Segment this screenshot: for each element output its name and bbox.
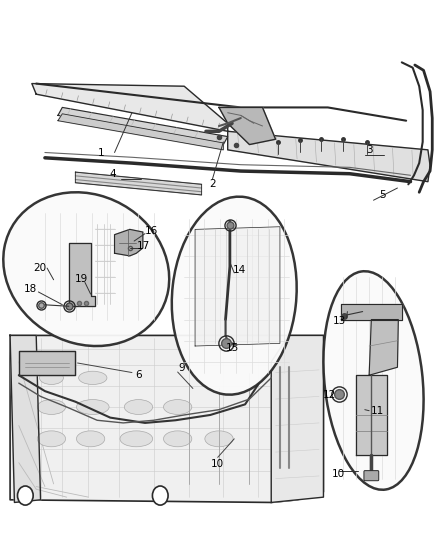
Polygon shape bbox=[356, 375, 387, 455]
Ellipse shape bbox=[120, 431, 152, 447]
Ellipse shape bbox=[77, 400, 109, 415]
Text: 15: 15 bbox=[226, 343, 239, 353]
Ellipse shape bbox=[205, 431, 233, 447]
Polygon shape bbox=[271, 335, 323, 503]
Ellipse shape bbox=[124, 400, 152, 415]
Ellipse shape bbox=[37, 400, 66, 415]
Text: 3: 3 bbox=[366, 145, 372, 155]
Text: 12: 12 bbox=[323, 390, 336, 400]
Text: 19: 19 bbox=[75, 273, 88, 284]
Text: 13: 13 bbox=[333, 316, 346, 326]
Text: 1: 1 bbox=[98, 148, 105, 158]
Text: 6: 6 bbox=[135, 370, 142, 379]
Polygon shape bbox=[369, 319, 398, 375]
Text: 18: 18 bbox=[24, 284, 37, 294]
Ellipse shape bbox=[77, 431, 105, 447]
Polygon shape bbox=[195, 227, 280, 346]
Text: 5: 5 bbox=[379, 190, 385, 200]
Ellipse shape bbox=[37, 431, 66, 447]
Text: 2: 2 bbox=[209, 179, 216, 189]
Ellipse shape bbox=[163, 431, 192, 447]
Ellipse shape bbox=[39, 371, 64, 384]
Ellipse shape bbox=[323, 271, 424, 490]
Polygon shape bbox=[19, 351, 75, 375]
Circle shape bbox=[152, 486, 168, 505]
Polygon shape bbox=[341, 304, 402, 319]
Ellipse shape bbox=[172, 197, 297, 394]
Polygon shape bbox=[10, 335, 41, 503]
Text: 11: 11 bbox=[371, 406, 384, 416]
Ellipse shape bbox=[163, 400, 192, 415]
Polygon shape bbox=[228, 131, 430, 182]
Polygon shape bbox=[32, 84, 228, 131]
Ellipse shape bbox=[79, 371, 107, 384]
Polygon shape bbox=[219, 108, 276, 144]
FancyBboxPatch shape bbox=[364, 471, 379, 481]
Polygon shape bbox=[115, 229, 143, 256]
Text: 9: 9 bbox=[179, 364, 185, 373]
Polygon shape bbox=[58, 108, 228, 144]
Polygon shape bbox=[69, 243, 95, 306]
Circle shape bbox=[18, 486, 33, 505]
Text: 10: 10 bbox=[332, 470, 345, 479]
Text: 10: 10 bbox=[211, 459, 224, 469]
Text: 16: 16 bbox=[145, 226, 158, 236]
Polygon shape bbox=[75, 172, 201, 195]
Text: 17: 17 bbox=[137, 241, 150, 252]
Polygon shape bbox=[58, 114, 223, 150]
Text: 4: 4 bbox=[109, 169, 116, 179]
Text: 20: 20 bbox=[33, 263, 46, 273]
Ellipse shape bbox=[4, 192, 169, 346]
Polygon shape bbox=[10, 335, 323, 503]
Text: 14: 14 bbox=[233, 265, 247, 275]
